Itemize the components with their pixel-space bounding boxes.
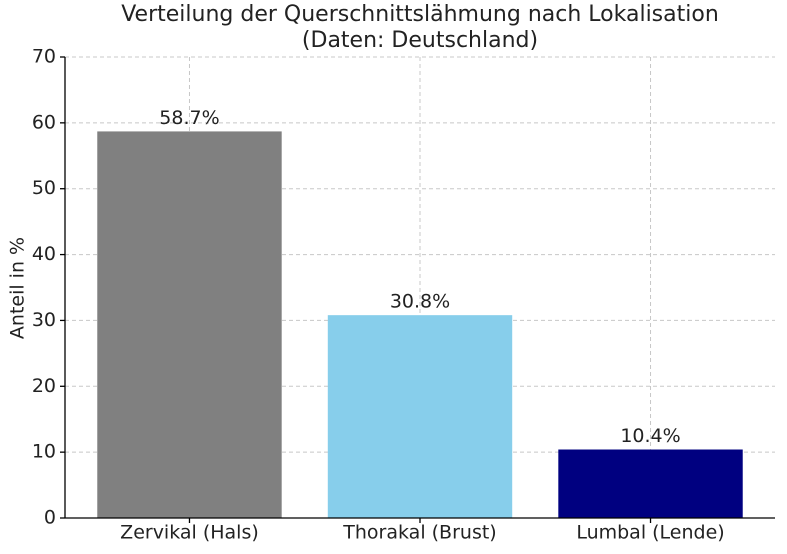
bar bbox=[327, 315, 513, 518]
y-tick-label: 70 bbox=[32, 46, 56, 68]
y-tick-label: 20 bbox=[32, 375, 56, 397]
value-label: 10.4% bbox=[620, 425, 680, 447]
y-tick-label: 10 bbox=[32, 441, 56, 463]
chart-subtitle: (Daten: Deutschland) bbox=[302, 28, 538, 53]
value-label: 30.8% bbox=[390, 291, 450, 313]
chart-title: Verteilung der Querschnittslähmung nach … bbox=[121, 2, 719, 27]
value-label: 58.7% bbox=[159, 107, 219, 129]
y-tick-label: 30 bbox=[32, 309, 56, 331]
y-tick-label: 40 bbox=[32, 243, 56, 265]
x-tick-label: Lumbal (Lende) bbox=[576, 522, 724, 544]
y-axis-label: Anteil in % bbox=[7, 237, 29, 339]
x-tick-label: Thorakal (Brust) bbox=[342, 522, 496, 544]
x-tick-label: Zervikal (Hals) bbox=[120, 522, 259, 544]
y-tick-label: 60 bbox=[32, 111, 56, 133]
y-tick-label: 0 bbox=[44, 507, 56, 529]
bar bbox=[558, 449, 743, 518]
bar bbox=[97, 131, 282, 518]
y-tick-label: 50 bbox=[32, 177, 56, 199]
